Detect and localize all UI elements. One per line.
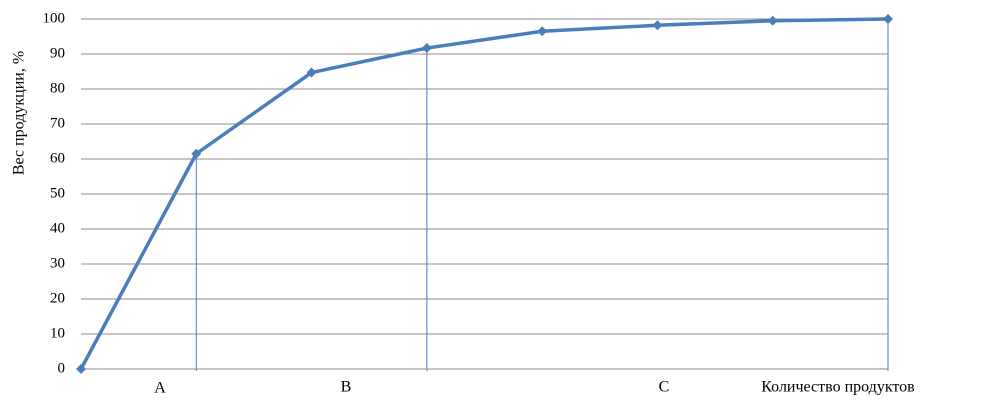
- y-tick-label: 20: [50, 290, 65, 306]
- data-point: [767, 15, 778, 26]
- data-point: [306, 67, 317, 78]
- data-point: [883, 14, 893, 24]
- series-line: [79, 17, 889, 370]
- data-point: [652, 20, 663, 31]
- data-point: [421, 43, 432, 54]
- zone-label: C: [659, 379, 670, 396]
- y-tick-label: 90: [50, 45, 65, 61]
- y-tick-label: 100: [43, 10, 66, 26]
- zone-label: B: [341, 379, 352, 396]
- y-tick-label: 80: [50, 80, 65, 96]
- data-point: [191, 148, 202, 159]
- y-axis-label: Вес продукции, %: [11, 51, 28, 175]
- y-tick-label: 50: [50, 185, 65, 201]
- y-tick-label: 70: [50, 115, 65, 131]
- data-point: [537, 26, 548, 37]
- y-tick-label: 60: [50, 150, 65, 166]
- y-tick-label: 40: [50, 220, 65, 236]
- zone-label: A: [154, 380, 166, 397]
- y-tick-label: 0: [58, 360, 66, 376]
- y-tick-label: 30: [50, 255, 65, 271]
- x-axis-label: Количество продуктов: [761, 379, 915, 396]
- data-point: [76, 364, 86, 374]
- y-tick-label: 10: [50, 325, 65, 341]
